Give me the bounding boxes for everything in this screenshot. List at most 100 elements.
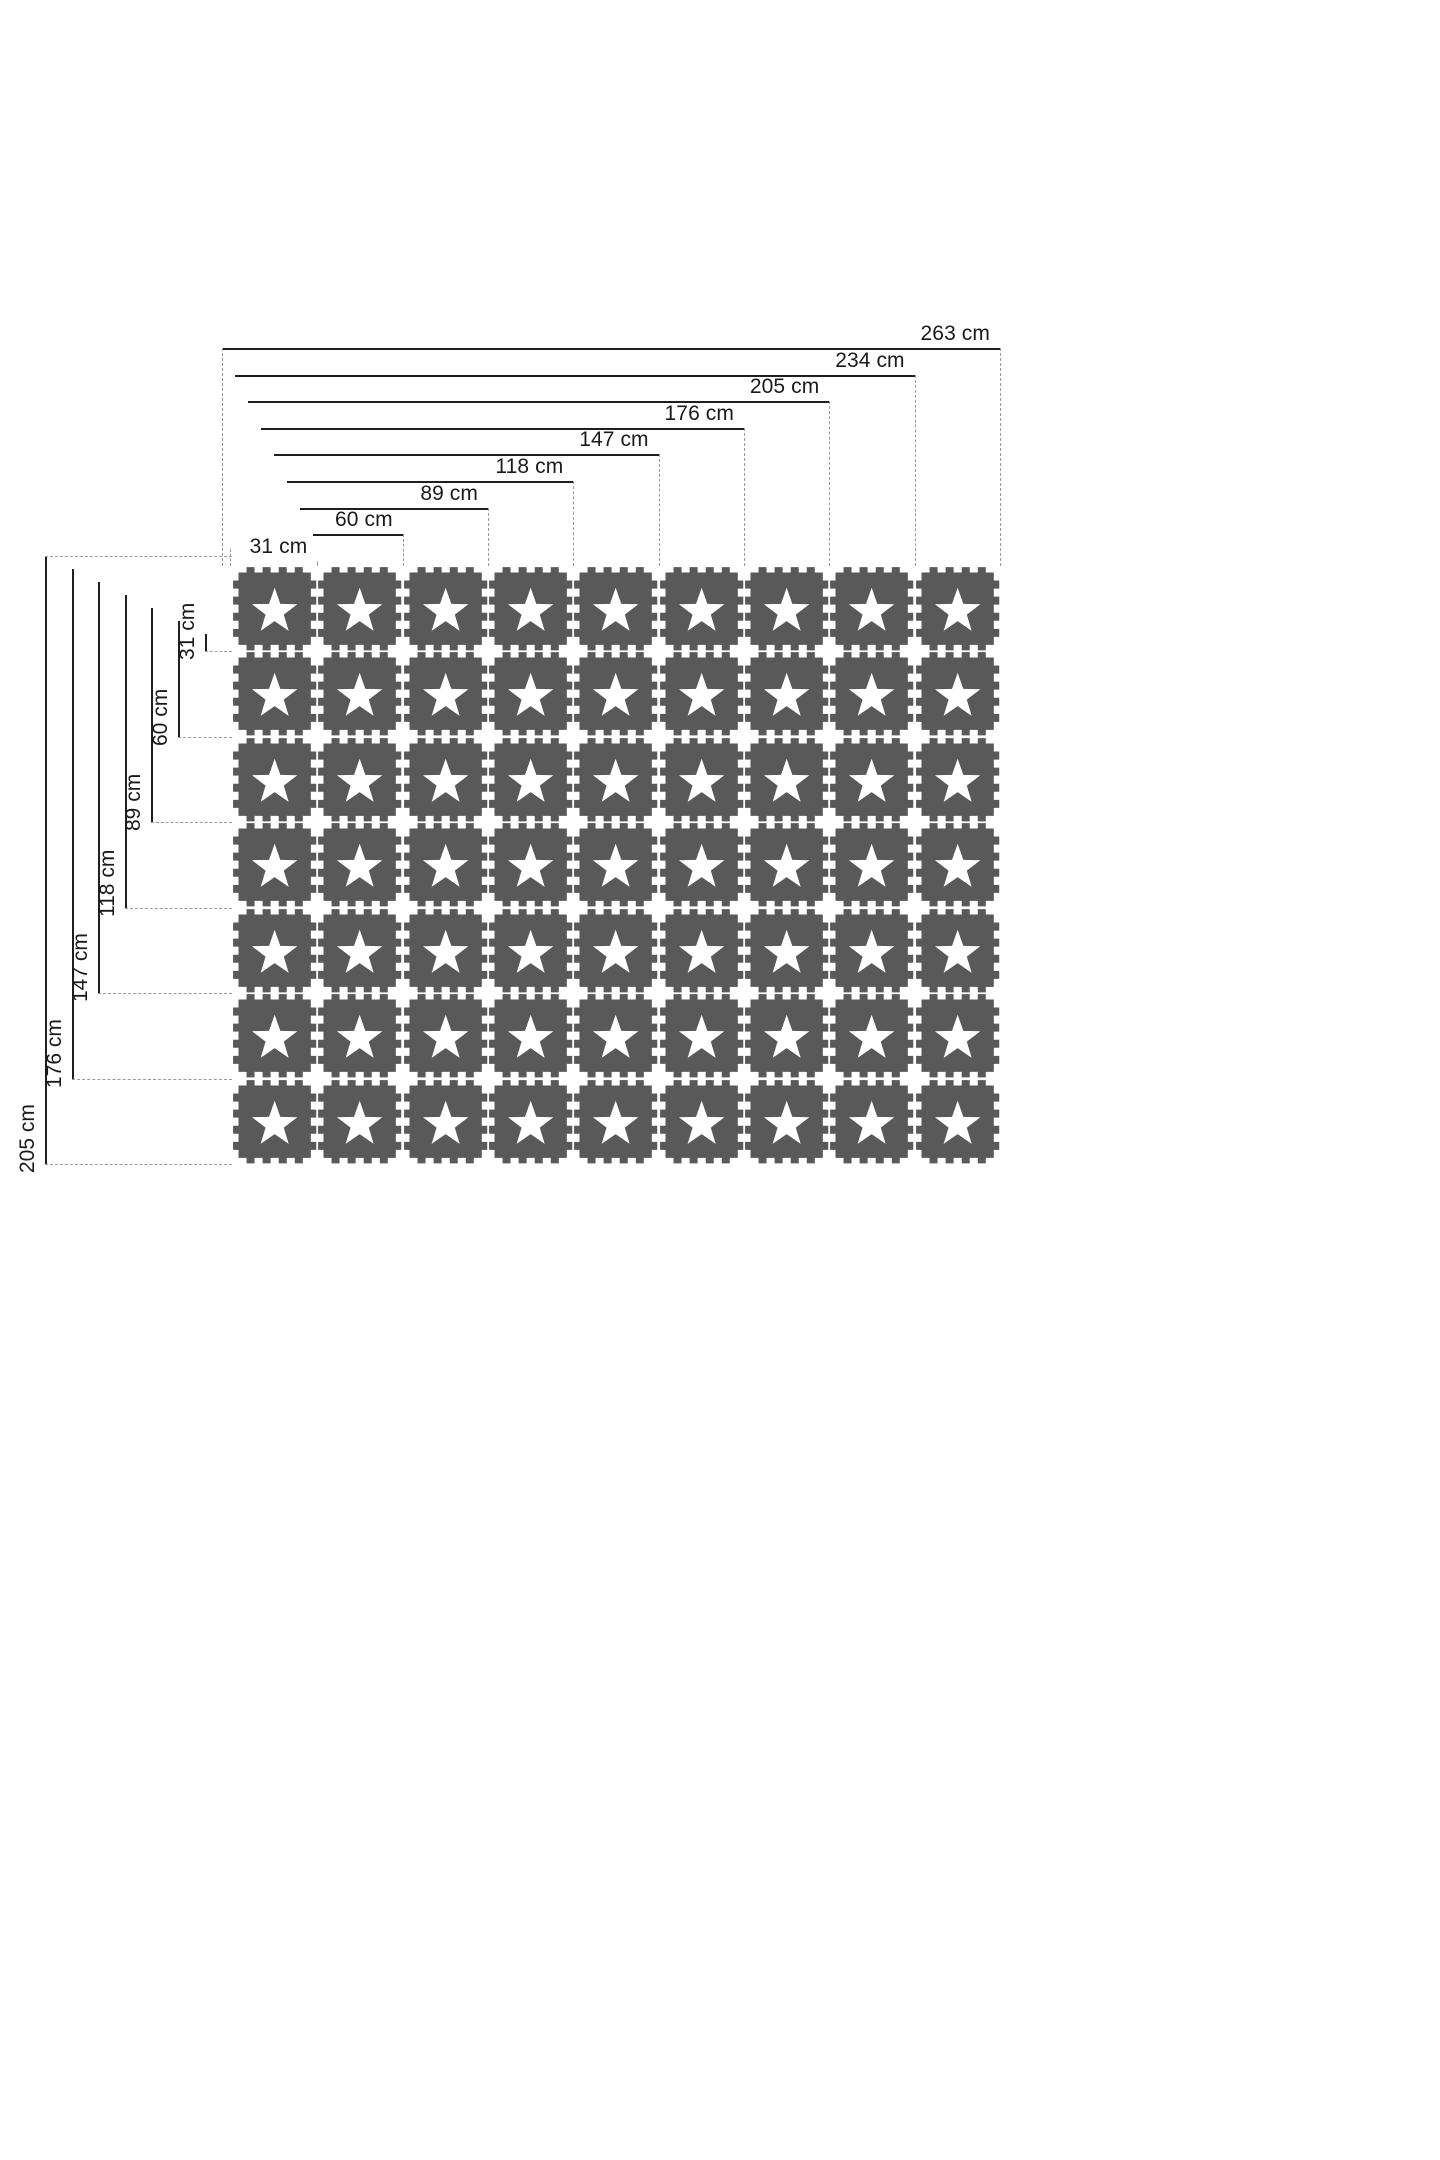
star-tile-icon xyxy=(659,908,743,993)
star-tile-icon xyxy=(233,567,317,651)
star-tile-icon xyxy=(233,1079,317,1163)
star-tile-icon xyxy=(489,994,573,1078)
mat-tile xyxy=(659,908,744,993)
vertical-dimension-line xyxy=(71,569,74,1079)
vertical-dimension-line xyxy=(204,634,207,652)
mat-tile xyxy=(317,566,402,651)
star-tile-icon xyxy=(403,823,487,907)
horizontal-dimension-label: 60 cm xyxy=(334,508,393,532)
mat-tile xyxy=(488,1079,573,1164)
horizontal-dimension-label: 176 cm xyxy=(664,401,734,425)
mat-tile xyxy=(659,1079,744,1164)
mat-tile-row xyxy=(232,737,1000,822)
mat-tile xyxy=(403,908,488,993)
star-tile-icon xyxy=(915,737,999,822)
star-tile-icon xyxy=(318,908,402,993)
mat-tile xyxy=(403,651,488,736)
vertical-dimension-leader xyxy=(204,651,232,653)
mat-tile xyxy=(744,651,829,736)
star-tile-icon xyxy=(233,737,317,822)
mat-tile-row xyxy=(232,908,1000,993)
foam-mat-grid xyxy=(232,566,1000,1164)
star-tile-icon xyxy=(745,652,829,736)
star-tile-icon xyxy=(915,823,999,907)
horizontal-dimension-label: 234 cm xyxy=(835,348,905,372)
star-tile-icon xyxy=(318,737,402,822)
star-tile-icon xyxy=(830,652,914,736)
mat-tile xyxy=(317,737,402,822)
mat-tile xyxy=(488,993,573,1078)
mat-tile xyxy=(659,993,744,1078)
star-tile-icon xyxy=(745,1079,829,1163)
star-tile-icon xyxy=(745,737,829,822)
horizontal-dimension-label: 31 cm xyxy=(249,534,308,558)
vertical-dimension-label: 147 cm xyxy=(69,933,93,1003)
vertical-dimension-leader xyxy=(124,907,232,909)
mat-tile xyxy=(573,566,658,651)
star-tile-icon xyxy=(574,994,658,1078)
vertical-dimension-label: 176 cm xyxy=(42,1018,66,1088)
star-tile-icon xyxy=(318,567,402,651)
mat-left-edge-leader-upper xyxy=(222,348,223,566)
mat-tile xyxy=(488,908,573,993)
star-tile-icon xyxy=(318,1079,402,1163)
mat-tile xyxy=(744,822,829,907)
star-tile-icon xyxy=(745,567,829,651)
mat-tile xyxy=(915,822,1000,907)
mat-tile xyxy=(744,908,829,993)
star-tile-icon xyxy=(233,908,317,993)
horizontal-dimension-line xyxy=(274,454,659,457)
mat-tile xyxy=(488,822,573,907)
mat-tile xyxy=(573,822,658,907)
horizontal-dimension-leader xyxy=(658,454,660,566)
mat-tile xyxy=(915,993,1000,1078)
star-tile-icon xyxy=(403,652,487,736)
mat-tile xyxy=(915,1079,1000,1164)
mat-tile xyxy=(659,566,744,651)
star-tile-icon xyxy=(489,823,573,907)
star-tile-icon xyxy=(403,1079,487,1163)
mat-tile xyxy=(915,566,1000,651)
mat-tile xyxy=(317,822,402,907)
mat-tile xyxy=(829,993,914,1078)
vertical-dimension-line xyxy=(98,582,101,994)
star-tile-icon xyxy=(233,994,317,1078)
star-tile-icon xyxy=(489,737,573,822)
horizontal-dimension-line xyxy=(313,534,403,537)
star-tile-icon xyxy=(659,823,743,907)
star-tile-icon xyxy=(233,652,317,736)
star-tile-icon xyxy=(489,652,573,736)
star-tile-icon xyxy=(403,567,487,651)
star-tile-icon xyxy=(574,567,658,651)
mat-tile xyxy=(744,737,829,822)
star-tile-icon xyxy=(574,737,658,822)
mat-tile xyxy=(744,1079,829,1164)
vertical-dimension-leader xyxy=(178,736,232,738)
star-tile-icon xyxy=(489,1079,573,1163)
mat-tile xyxy=(573,651,658,736)
star-tile-icon xyxy=(233,823,317,907)
horizontal-dimension-leader xyxy=(402,534,404,566)
star-tile-icon xyxy=(915,908,999,993)
star-tile-icon xyxy=(403,737,487,822)
horizontal-dimension-leader xyxy=(317,560,319,566)
mat-tile xyxy=(488,566,573,651)
star-tile-icon xyxy=(574,908,658,993)
vertical-dimension-line xyxy=(45,556,47,1164)
vertical-dimension-label: 205 cm xyxy=(16,1104,39,1173)
mat-tile xyxy=(573,737,658,822)
star-tile-icon xyxy=(830,823,914,907)
star-tile-icon xyxy=(830,994,914,1078)
mat-tile xyxy=(829,822,914,907)
vertical-dimension-label: 60 cm xyxy=(149,688,172,746)
mat-tile xyxy=(317,908,402,993)
star-tile-icon xyxy=(915,994,999,1078)
star-tile-icon xyxy=(659,1079,743,1163)
mat-tile-row xyxy=(232,822,1000,907)
star-tile-icon xyxy=(915,652,999,736)
mat-top-edge-leader xyxy=(45,556,232,557)
vertical-dimension-label: 31 cm xyxy=(175,603,199,661)
star-tile-icon xyxy=(915,567,999,651)
mat-tile-row xyxy=(232,566,1000,651)
